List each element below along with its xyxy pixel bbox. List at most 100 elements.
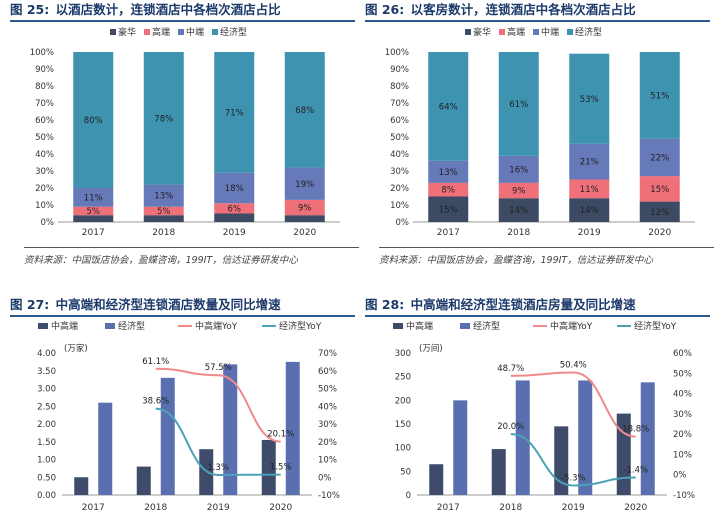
y-tick-label: 70%: [390, 99, 409, 109]
chart-27: 中高端 经济型 中高端YoY 经济型YoY (万家) 0.00 0.50 1.00 1.50 2.…: [37, 320, 340, 513]
y-right-tick-label: 20%: [673, 430, 692, 440]
y-left-tick-label: 1.50: [37, 438, 56, 448]
figure-27-title: 图 27: 中高端和经济型连锁酒店数量及同比增速: [10, 295, 355, 317]
bar: [578, 380, 593, 495]
y-left-tick-label: 150: [395, 420, 411, 430]
data-label: 18%: [225, 184, 244, 194]
data-label: 11%: [84, 193, 103, 203]
legend-label: 经济型: [575, 26, 602, 38]
bar-segment: [214, 52, 255, 173]
y-tick-label: 0%: [396, 218, 410, 228]
bar-segment: [214, 213, 255, 222]
x-tick-label: 2019: [207, 503, 230, 513]
data-label: 51%: [650, 91, 669, 101]
figure-28-title: 图 28: 中高端和经济型连锁酒店房量及同比增速: [365, 295, 710, 317]
bar-segment: [639, 176, 680, 202]
figure-28-number: 图 28:: [365, 297, 405, 312]
figure-27-number: 图 27:: [10, 297, 50, 312]
data-label: 15%: [439, 205, 458, 215]
bar-segment: [639, 52, 680, 139]
bar-segment: [569, 143, 610, 180]
x-tick-label: 2018: [152, 228, 175, 238]
bar-segment: [284, 199, 325, 216]
data-label: 80%: [84, 116, 103, 126]
y-tick-label: 10%: [390, 201, 409, 211]
bar: [136, 466, 151, 495]
y-tick-label: 80%: [390, 82, 409, 92]
data-label: 48.7%: [497, 364, 524, 374]
legend-swatch: [533, 29, 539, 35]
x-tick-label: 2020: [624, 503, 647, 513]
data-label: 15%: [650, 185, 669, 195]
data-label: 8%: [442, 186, 456, 196]
data-label: 1.5%: [270, 463, 292, 473]
bar: [640, 382, 655, 495]
legend-label: 经济型YoY: [279, 320, 322, 332]
y-tick-label: 90%: [35, 65, 54, 75]
figure-27: 图 27: 中高端和经济型连锁酒店数量及同比增速 中高端 经济型 中高端YoY 经济型…: [10, 295, 360, 523]
y-left-tick-label: 200: [395, 396, 411, 406]
figure-26-title: 图 26: 以客房数计，连锁酒店中各档次酒店占比: [365, 0, 710, 22]
y-right-tick-label: 10%: [673, 450, 692, 460]
bar-segment: [428, 196, 469, 222]
y-left-tick-label: 250: [395, 373, 411, 383]
bar-segment: [214, 172, 255, 204]
bar-segment: [639, 138, 680, 177]
y-right-tick-label: 50%: [318, 385, 337, 395]
y-right-tick-label: -10%: [318, 491, 340, 501]
bar-segment: [569, 198, 610, 222]
bar-segment: [284, 215, 325, 222]
bar: [453, 400, 468, 495]
y-left-tick-label: 4.00: [37, 349, 56, 359]
series-line: [510, 433, 636, 487]
bar-segment: [143, 184, 184, 207]
x-tick-label: 2018: [499, 503, 522, 513]
legend-swatch: [465, 29, 471, 35]
data-label: 12%: [650, 208, 669, 218]
data-label: 71%: [225, 108, 244, 118]
data-label: 61.1%: [142, 357, 169, 367]
bar: [98, 402, 113, 495]
bar: [74, 477, 89, 495]
bar: [429, 464, 444, 495]
y-left-tick-label: 100: [395, 444, 411, 454]
x-tick-label: 2018: [144, 503, 167, 513]
data-label: 16%: [509, 165, 528, 175]
data-label: 14%: [509, 206, 528, 216]
y-left-tick-label: 2.50: [37, 402, 56, 412]
bar-segment: [428, 160, 469, 183]
legend-label: 中端: [186, 26, 204, 38]
x-tick-label: 2019: [223, 228, 246, 238]
legend-label: 中端: [541, 26, 559, 38]
data-label: 20.1%: [267, 430, 294, 440]
figure-25-title-text: 以酒店数计，连锁酒店中各档次酒店占比: [55, 2, 281, 17]
data-label: 18.8%: [622, 425, 649, 435]
data-label: 13%: [439, 168, 458, 178]
y-tick-label: 50%: [35, 133, 54, 143]
legend-swatch: [460, 323, 470, 329]
y-tick-label: 50%: [390, 133, 409, 143]
data-label: 9%: [512, 187, 526, 197]
y-left-tick-label: 50: [400, 467, 411, 477]
data-label: 64%: [439, 102, 458, 112]
y-left-tick-label: 2.00: [37, 420, 56, 430]
bar-segment: [143, 215, 184, 222]
data-label: 61%: [509, 100, 528, 110]
data-label: 38.6%: [142, 397, 169, 407]
data-label: 21%: [580, 158, 599, 168]
legend-label: 豪华: [473, 26, 491, 38]
bar-segment: [498, 155, 539, 183]
legend-label: 中高端YoY: [195, 320, 238, 332]
bar-segment: [428, 52, 469, 161]
bar: [491, 449, 506, 495]
y-tick-label: 40%: [35, 150, 54, 160]
x-tick-label: 2017: [437, 228, 460, 238]
y-right-tick-label: 60%: [673, 349, 692, 359]
y-tick-label: 40%: [390, 150, 409, 160]
bar-segment: [284, 52, 325, 168]
data-label: 68%: [295, 106, 314, 116]
x-tick-label: 2020: [269, 503, 292, 513]
figure-26: 图 26: 以客房数计，连锁酒店中各档次酒店占比 豪华 高端 中端 经济型 0% 10% 2…: [365, 0, 715, 266]
y-left-tick-label: 1.00: [37, 456, 56, 466]
bar-segment: [73, 206, 114, 216]
